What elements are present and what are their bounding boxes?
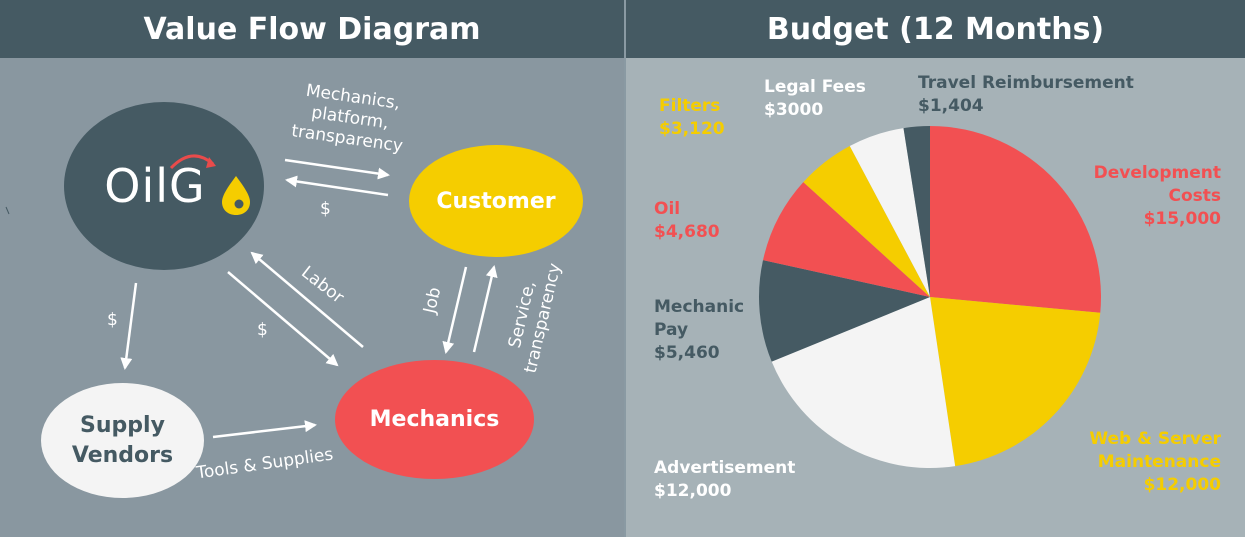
- pie-slice-7: [903, 126, 930, 297]
- arrow-oilgo-to-customer: [284, 158, 390, 180]
- pie-label-travel-value: $1,404: [918, 96, 984, 116]
- pie-label-filters: Filters $3,120: [659, 95, 725, 141]
- pie-label-web-server-name: Web & Server Maintenance: [1089, 429, 1221, 472]
- arrow-oilgo-to-mechanics: [227, 271, 339, 367]
- pie-label-oil-value: $4,680: [654, 222, 720, 242]
- pie-slice-3: [758, 260, 930, 362]
- pie-label-travel-name: Travel Reimbursement: [918, 73, 1134, 93]
- arrow-customer-to-mechanics: [442, 266, 468, 354]
- arrow-supply-to-mechanics: [212, 420, 317, 439]
- supply-line-1: Supply: [80, 412, 165, 438]
- pie-label-mechanic-pay-value: $5,460: [654, 343, 720, 363]
- pie-slice-5: [803, 145, 930, 297]
- flow-label-customer-payment: $: [320, 199, 331, 219]
- arrow-customer-to-oilgo: [285, 175, 389, 197]
- pie-label-development-value: $15,000: [1143, 209, 1221, 229]
- pie-label-mechanic-pay: Mechanic Pay $5,460: [654, 296, 754, 365]
- oilgo-logo-icon: [169, 154, 250, 215]
- pie-slice-1: [930, 297, 1101, 467]
- flow-label-supply-payment: $: [107, 310, 118, 330]
- budget-panel: Budget (12 Months) Development Costs $15…: [626, 0, 1245, 537]
- arrow-mechanics-to-oilgo: [250, 251, 364, 348]
- customer-node: Customer: [409, 145, 583, 257]
- panel-tick: [5, 206, 10, 215]
- pie-label-filters-name: Filters: [659, 96, 721, 116]
- supply-line-2: Vendors: [71, 442, 174, 468]
- pie-label-development-name: Development Costs: [1093, 163, 1221, 206]
- pie-label-legal-value: $3000: [764, 100, 824, 120]
- pie-label-mechanic-pay-name: Mechanic Pay: [654, 297, 745, 340]
- flow-label-mechanics-payment: $: [257, 320, 268, 340]
- oilgo-node: OilG: [64, 102, 264, 270]
- pie-label-development: Development Costs $15,000: [1081, 162, 1221, 231]
- supply-vendors-node: Supply Vendors: [41, 383, 204, 498]
- pie-slice-0: [930, 126, 1102, 313]
- pie-label-oil: Oil $4,680: [654, 198, 720, 244]
- pie-label-legal-name: Legal Fees: [764, 77, 866, 97]
- flow-arrows: [5, 158, 498, 439]
- pie-slice-4: [763, 182, 930, 297]
- pie-label-oil-name: Oil: [654, 199, 681, 219]
- oilgo-logo-text: OilG: [104, 159, 206, 213]
- pie-slice-6: [849, 128, 930, 297]
- mechanics-node: Mechanics: [335, 360, 534, 479]
- pie-label-advertisement-value: $12,000: [654, 481, 732, 501]
- pie-label-travel: Travel Reimbursement $1,404: [918, 72, 1134, 118]
- value-flow-panel: Value Flow Diagram Oi: [0, 0, 624, 498]
- pie-label-legal: Legal Fees $3000: [764, 76, 866, 122]
- pie-label-advertisement-name: Advertisement: [654, 458, 796, 478]
- pie-label-web-server: Web & Server Maintenance $12,000: [1081, 428, 1221, 497]
- arrow-mechanics-to-customer: [472, 265, 498, 353]
- arrow-oilgo-to-supply: [120, 282, 138, 370]
- pie-label-filters-value: $3,120: [659, 119, 725, 139]
- value-flow-title: Value Flow Diagram: [0, 0, 624, 58]
- pie-label-web-server-value: $12,000: [1143, 475, 1221, 495]
- pie-slice-2: [771, 297, 956, 469]
- budget-title: Budget (12 Months): [626, 0, 1245, 58]
- budget-pie-chart: [758, 126, 1102, 469]
- pie-label-advertisement: Advertisement $12,000: [654, 457, 795, 503]
